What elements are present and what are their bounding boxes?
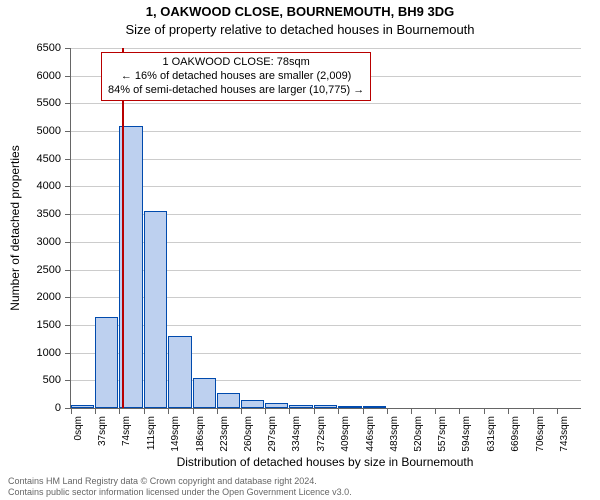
annotation-box: 1 OAKWOOD CLOSE: 78sqm ← 16% of detached… xyxy=(101,52,371,101)
footer-line-1: Contains HM Land Registry data © Crown c… xyxy=(8,476,352,487)
x-tick-label: 631sqm xyxy=(486,416,497,452)
x-tick-label: 706sqm xyxy=(535,416,546,452)
chart-subtitle: Size of property relative to detached ho… xyxy=(0,22,600,37)
x-tick-label: 669sqm xyxy=(510,416,521,452)
y-tick-label: 5000 xyxy=(37,125,61,137)
x-tick-label: 186sqm xyxy=(195,416,206,452)
x-tick-label: 372sqm xyxy=(316,416,327,452)
x-tick-label: 743sqm xyxy=(559,416,570,452)
y-tick-label: 500 xyxy=(43,374,61,386)
x-tick-label: 260sqm xyxy=(243,416,254,452)
x-tick xyxy=(314,408,315,414)
x-tick xyxy=(435,408,436,414)
x-tick xyxy=(411,408,412,414)
x-tick-label: 111sqm xyxy=(146,416,157,450)
y-tick-label: 6500 xyxy=(37,42,61,54)
histogram-bar xyxy=(144,211,167,408)
marker-line xyxy=(122,48,124,408)
y-tick-label: 3500 xyxy=(37,208,61,220)
x-tick xyxy=(144,408,145,414)
x-tick xyxy=(387,408,388,414)
x-tick-label: 409sqm xyxy=(340,416,351,452)
y-axis-label-wrap: Number of detached properties xyxy=(8,48,22,408)
histogram-bar xyxy=(217,393,240,409)
y-tick-label: 3000 xyxy=(37,236,61,248)
x-tick xyxy=(95,408,96,414)
y-axis-label: Number of detached properties xyxy=(8,145,22,310)
histogram-bar xyxy=(241,400,264,408)
x-tick xyxy=(71,408,72,414)
y-tick-label: 0 xyxy=(55,402,61,414)
footer-attribution: Contains HM Land Registry data © Crown c… xyxy=(8,476,352,498)
y-tick-label: 5500 xyxy=(37,97,61,109)
x-tick-label: 520sqm xyxy=(413,416,424,452)
x-tick xyxy=(265,408,266,414)
x-tick-label: 557sqm xyxy=(437,416,448,452)
y-tick-label: 1000 xyxy=(37,347,61,359)
x-tick xyxy=(533,408,534,414)
histogram-bar xyxy=(338,406,361,408)
histogram-bar xyxy=(265,403,288,408)
chart-container: 1, OAKWOOD CLOSE, BOURNEMOUTH, BH9 3DG S… xyxy=(0,0,600,500)
x-tick xyxy=(508,408,509,414)
y-tick-label: 2500 xyxy=(37,264,61,276)
y-tick-label: 1500 xyxy=(37,319,61,331)
y-tick-label: 6000 xyxy=(37,70,61,82)
x-tick-label: 446sqm xyxy=(365,416,376,452)
histogram-bar xyxy=(95,317,118,408)
histogram-bar xyxy=(363,406,386,408)
x-tick-label: 0sqm xyxy=(73,416,84,440)
x-tick xyxy=(363,408,364,414)
x-tick-label: 37sqm xyxy=(97,416,108,446)
x-tick-label: 483sqm xyxy=(389,416,400,452)
histogram-bar xyxy=(71,405,94,408)
bars-group xyxy=(71,48,581,408)
y-tick-label: 4500 xyxy=(37,153,61,165)
x-tick xyxy=(168,408,169,414)
x-tick-label: 334sqm xyxy=(291,416,302,452)
x-tick xyxy=(119,408,120,414)
x-tick-label: 74sqm xyxy=(121,416,132,446)
x-tick xyxy=(338,408,339,414)
x-tick-label: 223sqm xyxy=(219,416,230,452)
x-tick-label: 149sqm xyxy=(170,416,181,452)
y-tick-label: 4000 xyxy=(37,180,61,192)
histogram-bar xyxy=(168,336,191,408)
x-tick-label: 297sqm xyxy=(267,416,278,452)
x-tick xyxy=(484,408,485,414)
histogram-bar xyxy=(289,405,312,408)
chart-title: 1, OAKWOOD CLOSE, BOURNEMOUTH, BH9 3DG xyxy=(0,4,600,19)
histogram-bar xyxy=(314,405,337,408)
footer-line-2: Contains public sector information licen… xyxy=(8,487,352,498)
x-tick xyxy=(193,408,194,414)
x-tick xyxy=(557,408,558,414)
x-tick xyxy=(289,408,290,414)
annotation-line-2: ← 16% of detached houses are smaller (2,… xyxy=(108,70,364,84)
x-tick xyxy=(241,408,242,414)
x-tick-label: 594sqm xyxy=(461,416,472,452)
annotation-line-1: 1 OAKWOOD CLOSE: 78sqm xyxy=(108,56,364,70)
x-axis-label: Distribution of detached houses by size … xyxy=(70,455,580,469)
plot-area: 1 OAKWOOD CLOSE: 78sqm ← 16% of detached… xyxy=(70,48,581,409)
y-tick-label: 2000 xyxy=(37,291,61,303)
histogram-bar xyxy=(193,378,216,408)
x-tick xyxy=(459,408,460,414)
annotation-line-3: 84% of semi-detached houses are larger (… xyxy=(108,84,364,98)
x-tick xyxy=(217,408,218,414)
